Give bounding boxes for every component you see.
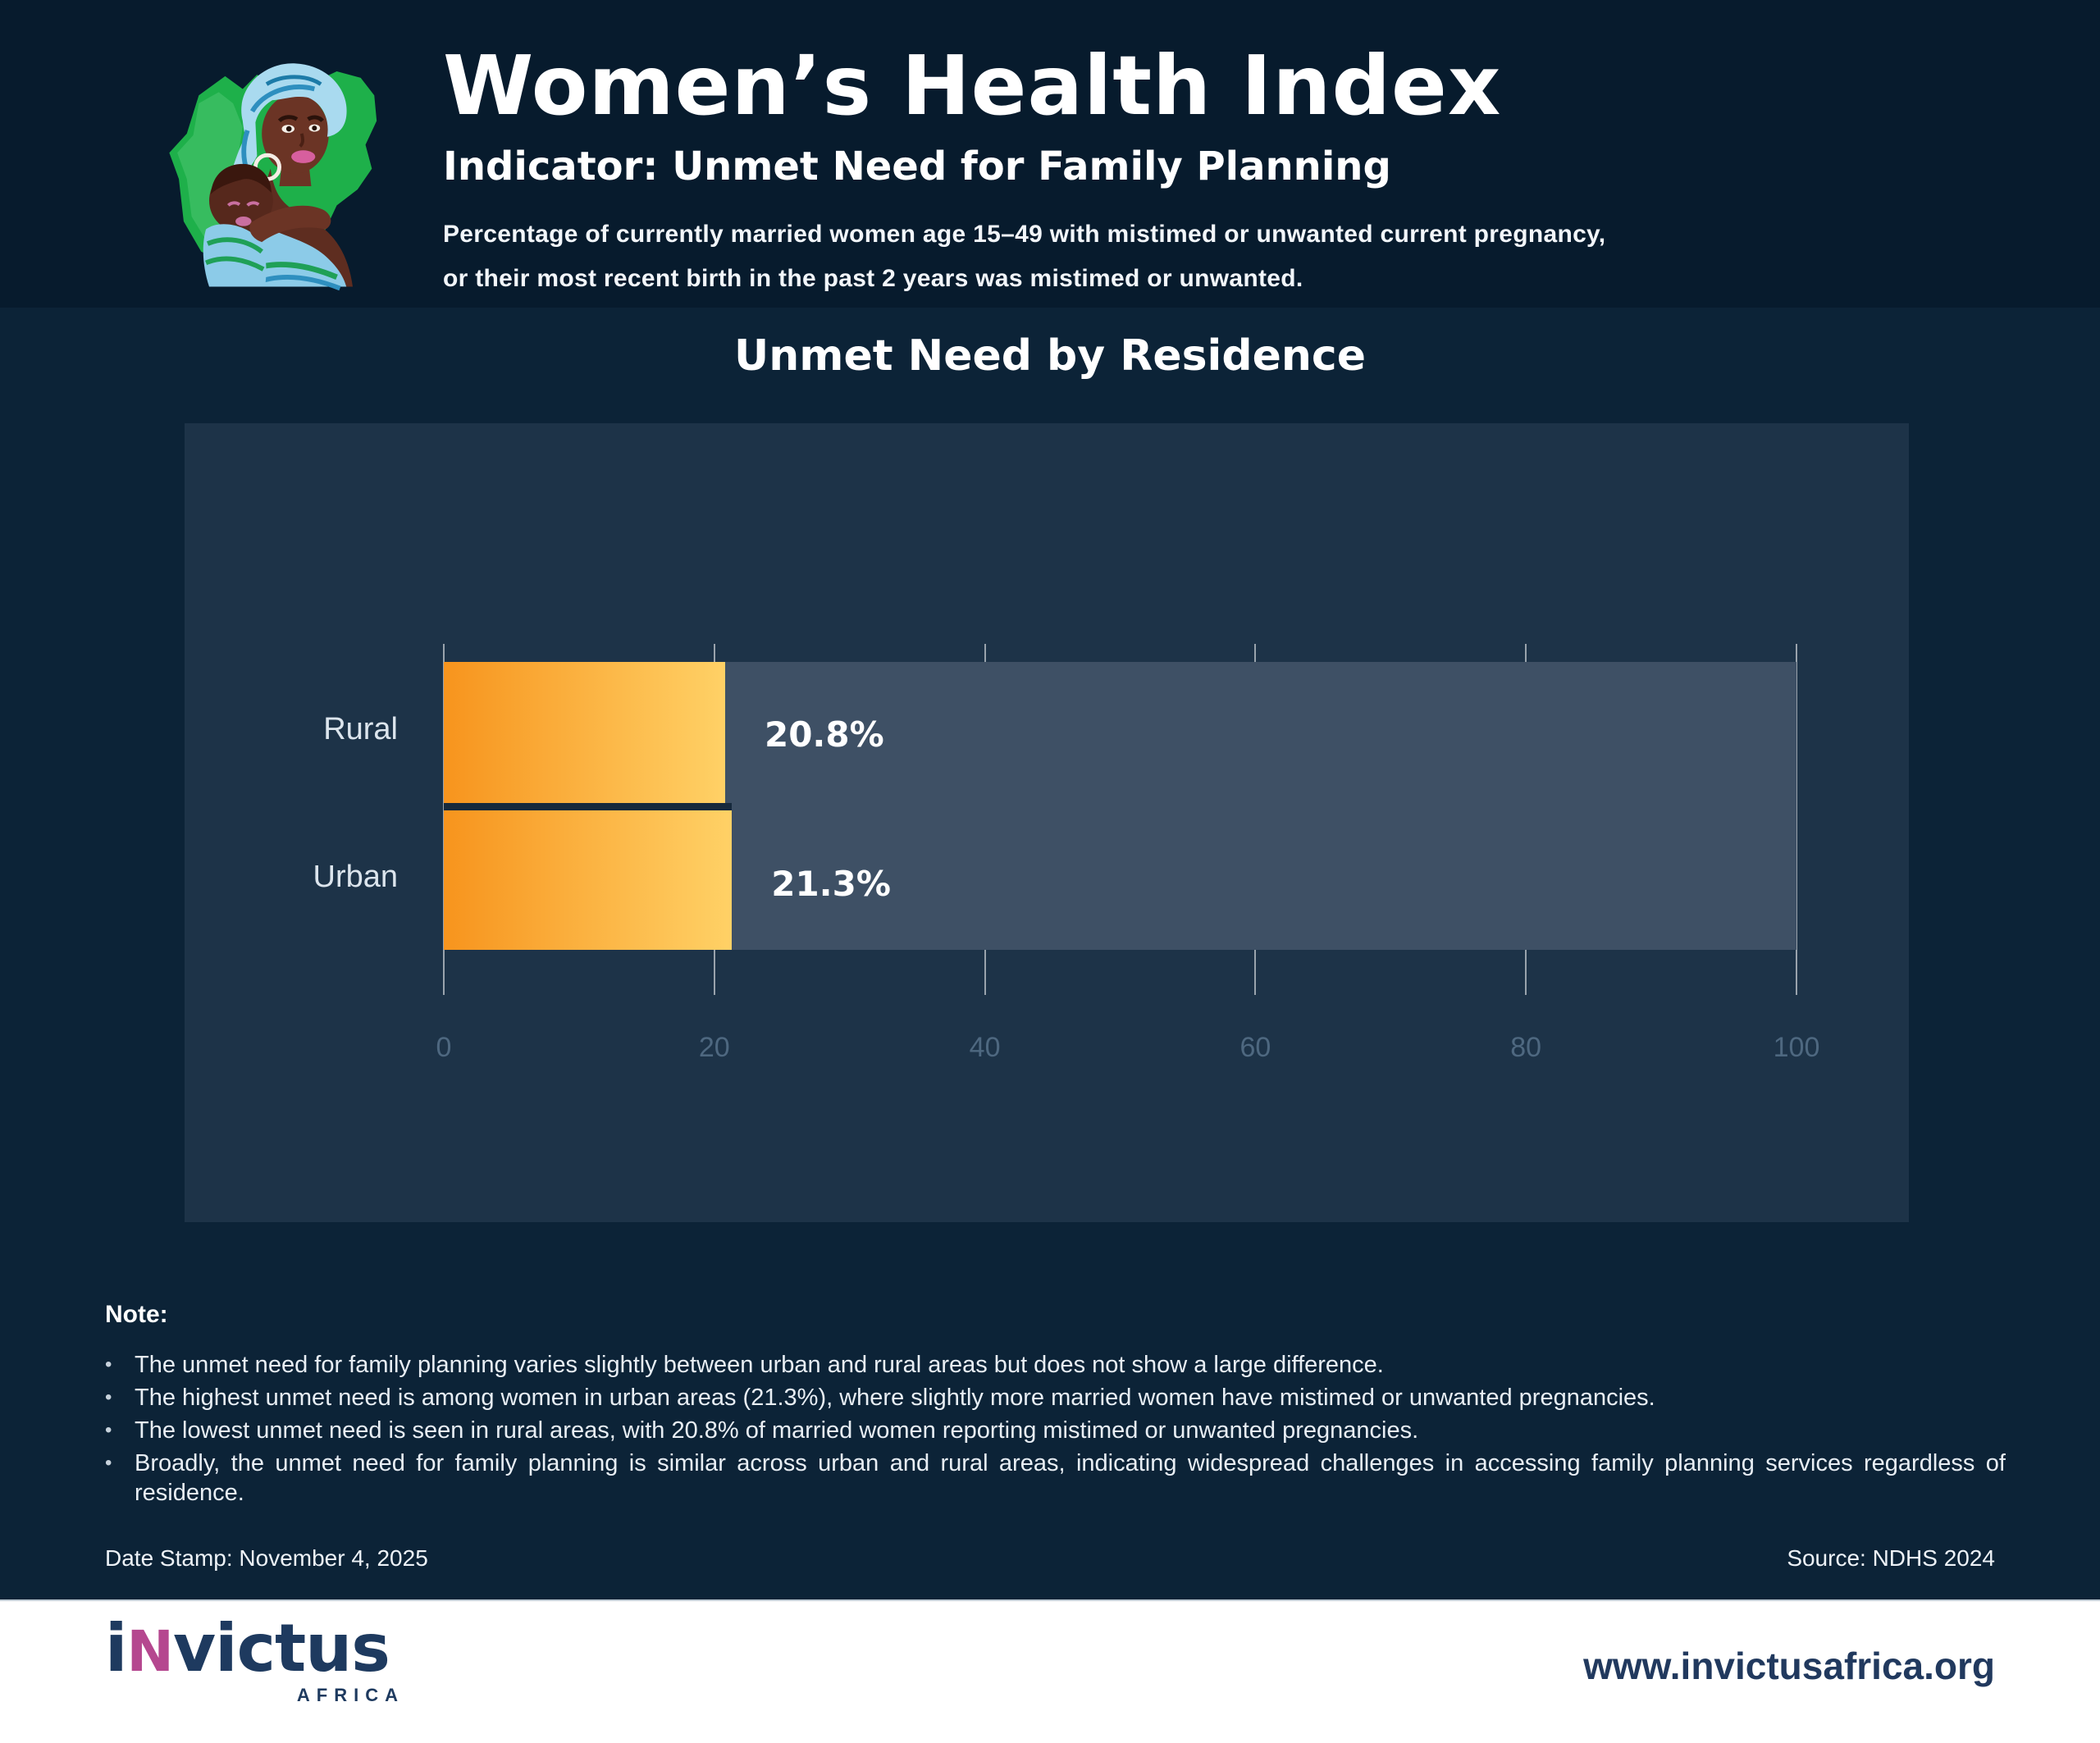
bar-rural — [444, 662, 725, 803]
logo-wordmark: iNvictus — [105, 1616, 417, 1681]
source-label: Source: NDHS 2024 — [1787, 1545, 1995, 1571]
nigeria-map-mother-child-illustration — [169, 63, 377, 291]
footer-band: iNvictus AFRICA www.invictusafrica.org — [0, 1599, 2100, 1743]
tick-60: 60 — [1239, 1032, 1271, 1063]
bullet-dot: • — [105, 1386, 112, 1408]
note-bullet-text: The lowest unmet need is seen in rural a… — [135, 1417, 1419, 1444]
value-label-urban: 21.3% — [771, 864, 891, 904]
invictus-africa-logo: iNvictus AFRICA — [105, 1616, 417, 1706]
description-line-1: Percentage of currently married women ag… — [443, 221, 1606, 248]
logo-subtext: AFRICA — [296, 1685, 404, 1705]
bullet-dot: • — [105, 1353, 112, 1376]
tick-40: 40 — [969, 1032, 1001, 1063]
bar-urban — [444, 810, 733, 950]
value-label-rural: 20.8% — [764, 714, 884, 755]
note-heading: Note: — [105, 1301, 168, 1328]
website-link[interactable]: www.invictusafrica.org — [1583, 1645, 1995, 1687]
bullet-dot: • — [105, 1452, 112, 1474]
bullet-dot: • — [105, 1419, 112, 1441]
chart-panel: 20.8% 21.3% Rural Urban 0 20 40 60 80 10… — [185, 423, 1909, 1222]
note-bullet-4: • Broadly, the unmet need for family pla… — [105, 1449, 2006, 1508]
indicator-description: Percentage of currently married women ag… — [443, 212, 1605, 301]
logo-letter-i: i — [105, 1610, 127, 1686]
gridline-100 — [1796, 644, 1797, 995]
note-bullet-3: • The lowest unmet need is seen in rural… — [105, 1416, 2006, 1445]
date-stamp: Date Stamp: November 4, 2025 — [105, 1545, 428, 1571]
page-title: Women’s Health Index — [443, 38, 1502, 134]
indicator-subtitle: Indicator: Unmet Need for Family Plannin… — [443, 144, 1391, 189]
note-bullet-text: The unmet need for family planning varie… — [135, 1352, 1384, 1378]
description-line-2: or their most recent birth in the past 2… — [443, 265, 1303, 292]
note-bullet-1: • The unmet need for family planning var… — [105, 1350, 2006, 1380]
tick-80: 80 — [1510, 1032, 1542, 1063]
bar-track: 20.8% 21.3% — [444, 662, 1796, 950]
note-section: Note: • The unmet need for family planni… — [105, 1301, 2006, 1511]
tick-100: 100 — [1773, 1032, 1820, 1063]
tick-20: 20 — [698, 1032, 730, 1063]
logo-letter-n: N — [126, 1619, 174, 1685]
note-bullet-text: Broadly, the unmet need for family plann… — [135, 1450, 2006, 1506]
bar-divider — [444, 803, 733, 810]
x-axis-ticks: 0 20 40 60 80 100 — [436, 1032, 1820, 1065]
header-band: Women’s Health Index Indicator: Unmet Ne… — [0, 0, 2100, 308]
category-label-urban: Urban — [313, 860, 399, 894]
title-block: Women’s Health Index Indicator: Unmet Ne… — [443, 43, 1605, 301]
category-label-rural: Rural — [323, 712, 398, 746]
tick-0: 0 — [436, 1032, 452, 1063]
chart-title: Unmet Need by Residence — [734, 331, 1366, 381]
logo-letters-victus: victus — [173, 1610, 390, 1686]
note-bullet-2: • The highest unmet need is among women … — [105, 1383, 2006, 1412]
note-bullet-text: The highest unmet need is among women in… — [135, 1385, 1655, 1411]
